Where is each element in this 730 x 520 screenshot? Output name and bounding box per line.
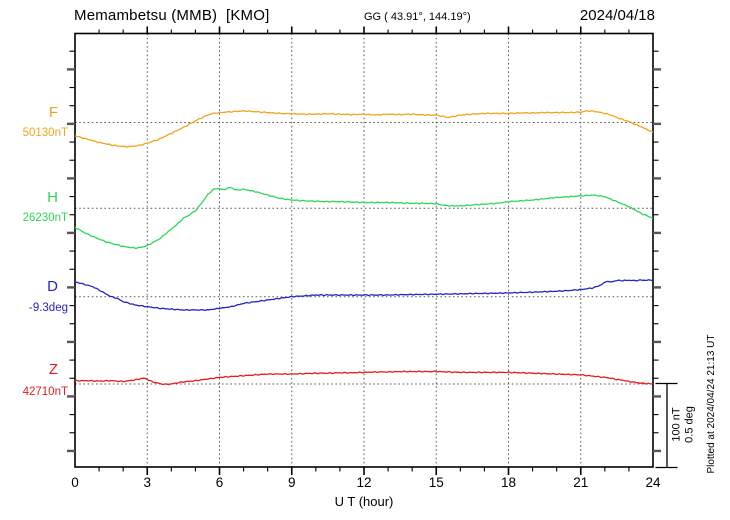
x-tick-label: 9 bbox=[287, 475, 296, 490]
x-tick-label: 15 bbox=[428, 475, 444, 490]
x-axis-title: U T (hour) bbox=[334, 494, 394, 509]
channel-label-h: H bbox=[47, 189, 58, 206]
channel-label-d: D bbox=[47, 278, 58, 295]
scale-bar-deg-label: 0.5 deg bbox=[683, 406, 696, 443]
H-trace bbox=[74, 186, 654, 250]
plotted-timestamp: Plotted at 2024/04/24 21:13 UT bbox=[706, 334, 717, 474]
observation-date: 2024/04/18 bbox=[579, 7, 655, 24]
x-tick-label: 21 bbox=[573, 475, 589, 490]
channel-baseline-z: 42710nT bbox=[22, 386, 68, 398]
plot-frame bbox=[74, 32, 654, 468]
channel-baseline-h: 26230nT bbox=[22, 212, 68, 224]
channel-label-f: F bbox=[48, 104, 58, 121]
channel-label-z: Z bbox=[48, 361, 58, 378]
x-tick-label: 6 bbox=[215, 475, 224, 490]
F-trace bbox=[74, 109, 654, 148]
D-trace bbox=[74, 279, 654, 312]
station-title: Memambetsu (MMB) [KMO] bbox=[74, 7, 270, 24]
channel-baseline-d: -9.3deg bbox=[28, 302, 68, 314]
x-tick-label: 18 bbox=[500, 475, 517, 490]
x-tick-label: 3 bbox=[143, 475, 151, 490]
x-tick-label: 12 bbox=[356, 475, 372, 490]
scale-bar-nt-label: 100 nT bbox=[670, 407, 683, 442]
geographic-coordinates: GG ( 43.91°, 144.19°) bbox=[364, 11, 471, 23]
channel-baseline-f: 50130nT bbox=[22, 127, 68, 139]
x-tick-label: 24 bbox=[645, 475, 661, 490]
x-tick-label: 0 bbox=[71, 475, 79, 490]
Z-trace bbox=[74, 370, 653, 386]
